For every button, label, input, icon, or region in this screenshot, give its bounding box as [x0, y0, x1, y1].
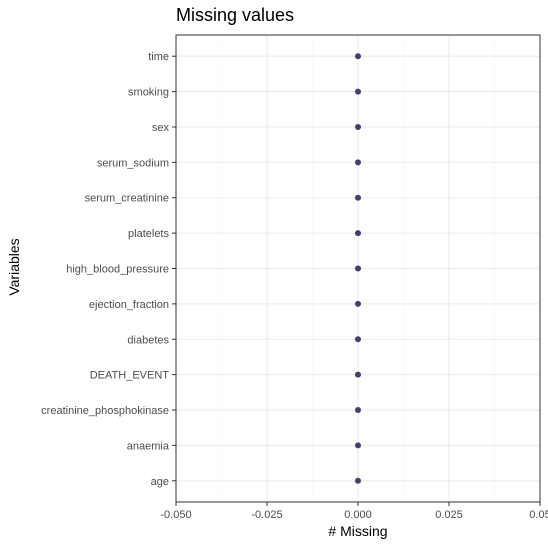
data-point — [355, 265, 361, 272]
chart-title: Missing values — [176, 5, 294, 25]
y-tick-label: time — [148, 51, 169, 63]
data-point — [355, 88, 361, 95]
x-axis: -0.050 -0.025 0.000 0.025 0.05 — [160, 502, 548, 521]
y-tick-label: serum_sodium — [97, 157, 169, 169]
data-point — [355, 371, 361, 378]
y-tick-label: smoking — [128, 87, 169, 99]
y-tick-label: sex — [152, 122, 170, 134]
x-tick-label: 0.025 — [435, 509, 463, 521]
y-tick-label: anaemia — [127, 440, 170, 452]
y-tick-label: age — [151, 476, 169, 488]
data-point — [355, 159, 361, 166]
y-tick-label: high_blood_pressure — [66, 264, 169, 276]
y-tick-label: DEATH_EVENT — [90, 370, 170, 382]
data-point — [355, 300, 361, 307]
data-point — [355, 336, 361, 343]
y-tick-label: platelets — [128, 228, 169, 240]
data-points — [355, 53, 361, 484]
x-axis-title: # Missing — [328, 523, 387, 539]
data-point — [355, 194, 361, 201]
data-point — [355, 477, 361, 484]
y-tick-label: serum_creatinine — [85, 193, 169, 205]
x-tick-label: 0.05 — [529, 509, 548, 521]
x-tick-label: -0.050 — [160, 509, 191, 521]
data-point — [355, 230, 361, 237]
data-point — [355, 123, 361, 130]
data-point — [355, 442, 361, 449]
x-tick-label: 0.000 — [344, 509, 372, 521]
y-axis-title: Variables — [6, 238, 22, 295]
x-tick-label: -0.025 — [251, 509, 282, 521]
y-tick-label: diabetes — [127, 334, 169, 346]
y-tick-label: creatinine_phosphokinase — [41, 405, 169, 417]
y-axis: time smoking sex serum_sodium serum_creatini… — [41, 51, 176, 488]
data-point — [355, 53, 361, 60]
y-tick-label: ejection_fraction — [89, 299, 169, 311]
panel-border — [175, 34, 541, 503]
data-point — [355, 407, 361, 414]
